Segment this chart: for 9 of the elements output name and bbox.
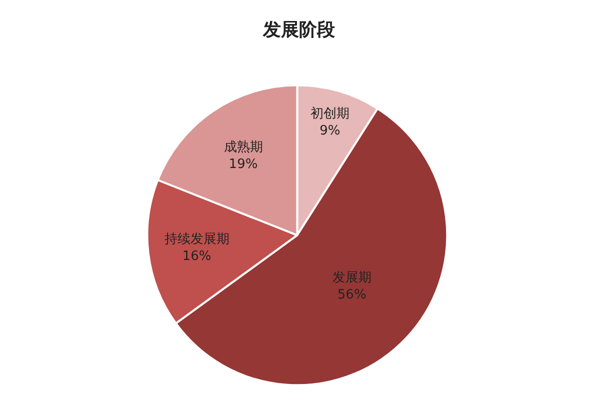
slice-label: 发展期 bbox=[332, 270, 372, 286]
data-label: 56% bbox=[337, 287, 366, 302]
slice-label: 持续发展期 bbox=[164, 232, 230, 247]
data-label: 16% bbox=[182, 248, 212, 264]
chart-title: 发展阶段 bbox=[262, 20, 336, 41]
data-label: 19% bbox=[228, 156, 258, 172]
slice-label: 初创期 bbox=[310, 106, 350, 122]
data-label: 9% bbox=[320, 124, 340, 139]
slice-label: 成熟期 bbox=[224, 140, 263, 155]
